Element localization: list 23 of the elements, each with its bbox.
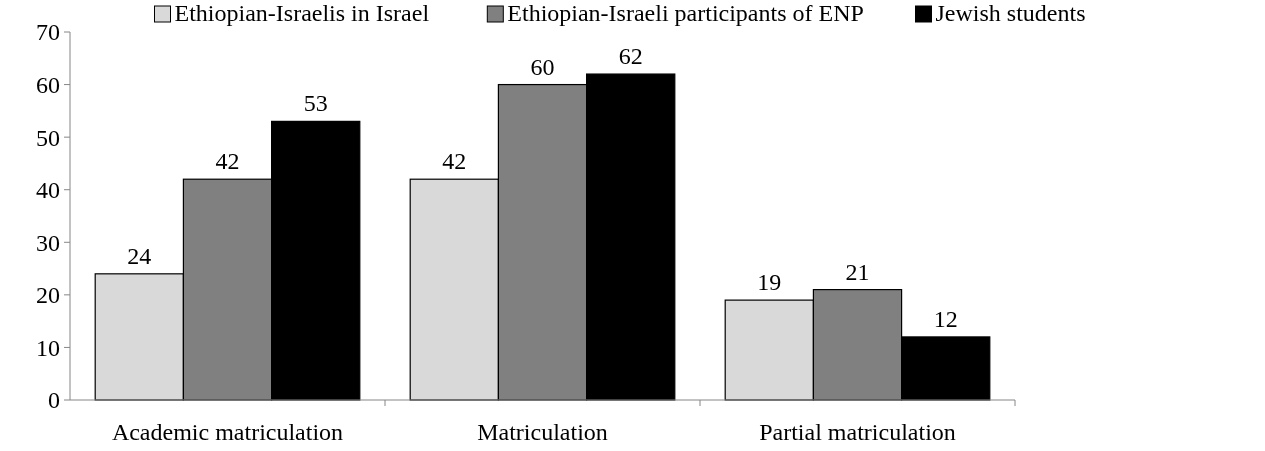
y-tick-label: 60 xyxy=(36,71,60,98)
legend-label: Jewish students xyxy=(935,0,1086,26)
y-tick-label: 20 xyxy=(36,282,60,309)
data-label: 60 xyxy=(530,53,555,80)
y-tick-label: 50 xyxy=(36,124,60,151)
y-tick-label: 40 xyxy=(36,177,60,204)
data-label: 62 xyxy=(618,43,643,70)
x-tick-label: Partial matriculation xyxy=(759,419,956,445)
data-label: 21 xyxy=(845,258,870,285)
data-label: 24 xyxy=(127,242,152,269)
data-label: 12 xyxy=(933,305,958,332)
x-tick-label: Matriculation xyxy=(477,419,608,445)
data-label: 42 xyxy=(215,148,240,175)
y-tick-label: 0 xyxy=(48,387,60,414)
data-label: 19 xyxy=(757,269,782,296)
y-tick-label: 10 xyxy=(36,334,60,361)
legend-label: Ethiopian-Israeli participants of ENP xyxy=(507,0,864,26)
data-label: 42 xyxy=(442,148,467,175)
x-tick-label: Academic matriculation xyxy=(111,419,344,445)
data-label: 53 xyxy=(303,90,328,117)
y-tick-label: 30 xyxy=(36,229,60,256)
legend-label: Ethiopian-Israelis in Israel xyxy=(174,0,430,26)
y-tick-label: 70 xyxy=(36,19,60,46)
